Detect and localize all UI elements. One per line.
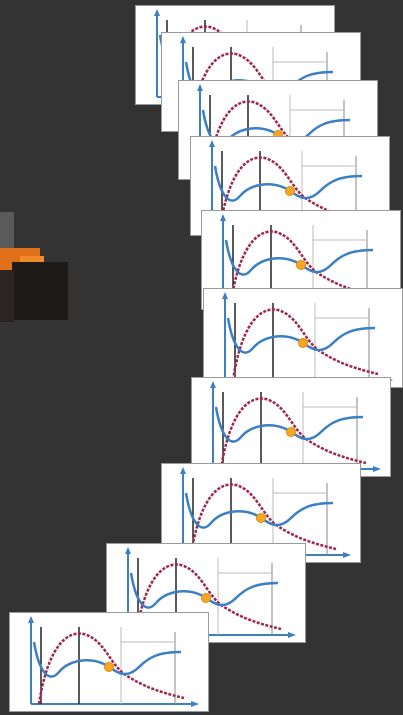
card <box>192 378 391 477</box>
device <box>0 212 68 322</box>
device-part <box>20 256 44 262</box>
device-part <box>0 212 14 252</box>
screen <box>0 0 403 715</box>
card <box>10 613 209 712</box>
card <box>204 289 403 388</box>
device-part <box>0 270 14 322</box>
device-part <box>12 262 68 320</box>
